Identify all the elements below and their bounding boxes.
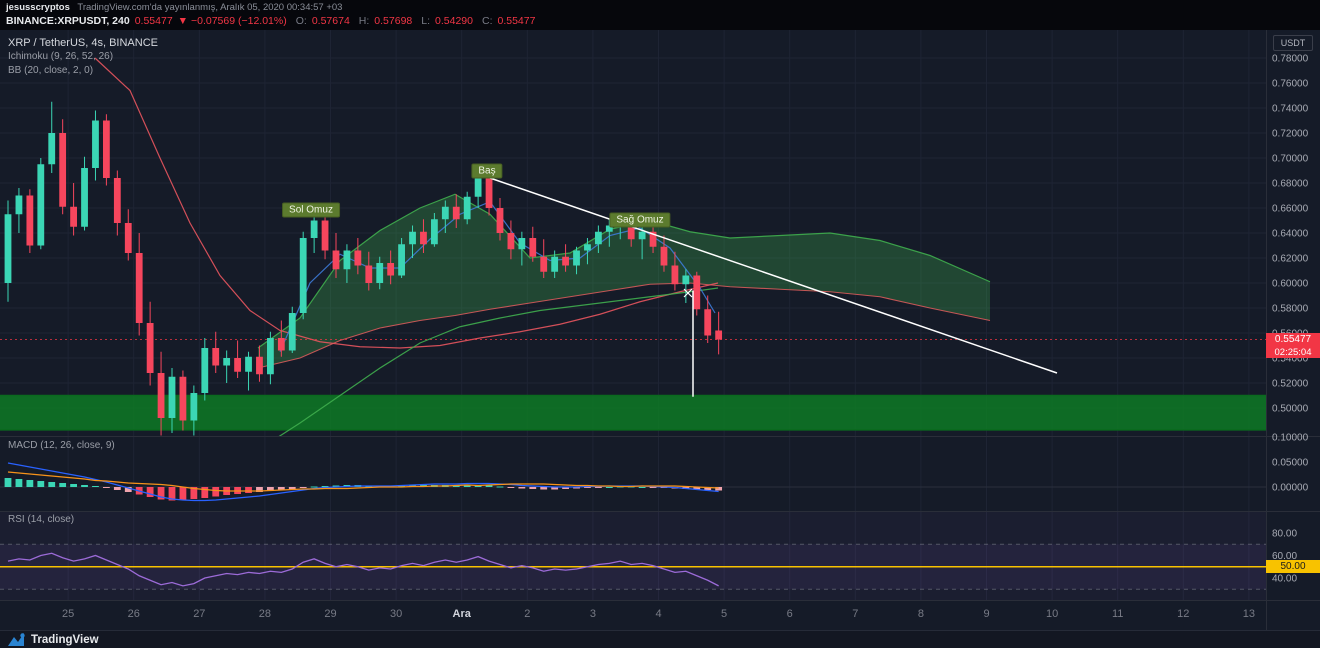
- svg-text:40.00: 40.00: [1272, 574, 1297, 585]
- svg-text:28: 28: [259, 608, 271, 620]
- tradingview-logo-icon: [8, 633, 25, 646]
- svg-text:0.10000: 0.10000: [1272, 433, 1309, 444]
- svg-text:3: 3: [590, 608, 596, 620]
- close-label: C:: [482, 15, 493, 27]
- low-label: L:: [421, 15, 431, 27]
- svg-text:30: 30: [390, 608, 402, 620]
- footer-bar: TradingView: [0, 630, 1320, 648]
- symbol-header: BINANCE:XRPUSDT, 240 0.55477 ▼ −0.07569 …: [6, 14, 1320, 29]
- svg-text:0.05000: 0.05000: [1272, 458, 1309, 469]
- high-value: 0.57698: [374, 15, 413, 27]
- svg-text:5: 5: [721, 608, 727, 620]
- symbol-title[interactable]: BINANCE:XRPUSDT, 240: [6, 15, 130, 27]
- svg-text:26: 26: [128, 608, 140, 620]
- svg-text:0.54000: 0.54000: [1272, 354, 1309, 365]
- share-header-row: jesusscryptos TradingView.com'da yayınla…: [6, 1, 1320, 14]
- high-label: H:: [358, 15, 370, 27]
- svg-text:11: 11: [1112, 608, 1123, 620]
- svg-text:0.58000: 0.58000: [1272, 304, 1309, 315]
- svg-text:6: 6: [787, 608, 793, 620]
- svg-text:0.74000: 0.74000: [1272, 104, 1309, 115]
- svg-text:80.00: 80.00: [1272, 529, 1297, 540]
- price-change: ▼ −0.07569 (−12.01%): [177, 15, 287, 27]
- svg-text:0.76000: 0.76000: [1272, 79, 1309, 90]
- svg-text:9: 9: [983, 608, 989, 620]
- share-subtitle: TradingView.com'da yayınlanmış, Aralık 0…: [77, 2, 343, 13]
- rsi-level-badge: 50.00: [1266, 560, 1320, 573]
- tradingview-brand-link[interactable]: TradingView: [31, 633, 99, 646]
- currency-toggle[interactable]: USDT: [1273, 35, 1313, 51]
- share-header: jesusscryptos TradingView.com'da yayınla…: [0, 0, 1320, 30]
- svg-text:12: 12: [1177, 608, 1189, 620]
- svg-text:27: 27: [193, 608, 205, 620]
- svg-text:0.52000: 0.52000: [1272, 379, 1309, 390]
- bar-countdown-badge: 02:25:04: [1266, 346, 1320, 358]
- svg-text:0.00000: 0.00000: [1272, 483, 1309, 494]
- svg-text:0.68000: 0.68000: [1272, 179, 1309, 190]
- svg-text:10: 10: [1046, 608, 1058, 620]
- svg-text:60.00: 60.00: [1272, 551, 1297, 562]
- svg-text:0.66000: 0.66000: [1272, 204, 1309, 215]
- svg-text:0.78000: 0.78000: [1272, 54, 1309, 65]
- close-value: 0.55477: [497, 15, 536, 27]
- open-value: 0.57674: [311, 15, 350, 27]
- svg-text:0.64000: 0.64000: [1272, 229, 1309, 240]
- svg-text:29: 29: [324, 608, 336, 620]
- last-price: 0.55477: [134, 15, 173, 27]
- svg-text:2: 2: [524, 608, 530, 620]
- svg-text:4: 4: [655, 608, 661, 620]
- svg-text:0.50000: 0.50000: [1272, 404, 1309, 415]
- svg-text:0.70000: 0.70000: [1272, 154, 1309, 165]
- svg-text:13: 13: [1243, 608, 1255, 620]
- low-value: 0.54290: [435, 15, 473, 27]
- svg-text:8: 8: [918, 608, 924, 620]
- username-link[interactable]: jesusscryptos: [6, 2, 70, 13]
- svg-text:0.72000: 0.72000: [1272, 129, 1309, 140]
- last-price-badge: 0.55477: [1266, 333, 1320, 346]
- svg-text:Ara: Ara: [453, 608, 472, 620]
- open-label: O:: [295, 15, 307, 27]
- svg-text:25: 25: [62, 608, 74, 620]
- svg-text:0.62000: 0.62000: [1272, 254, 1309, 265]
- svg-text:7: 7: [852, 608, 858, 620]
- svg-text:0.60000: 0.60000: [1272, 279, 1309, 290]
